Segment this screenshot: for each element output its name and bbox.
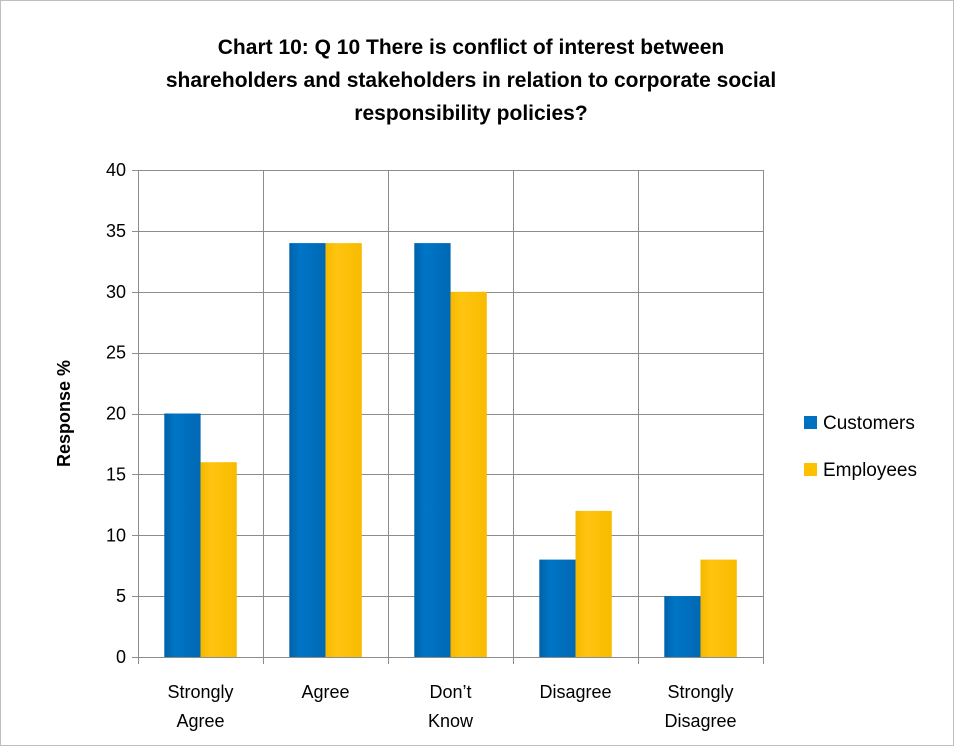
x-tick-label-don-t-know-line-1: Don’t bbox=[429, 682, 471, 702]
x-tick-label-don-t-know-line-2: Know bbox=[428, 711, 474, 731]
legend-swatch-employees bbox=[804, 463, 817, 476]
bar-customers-agree bbox=[289, 243, 326, 657]
legend-label-customers: Customers bbox=[823, 413, 915, 434]
bar-employees-strongly-agree bbox=[200, 462, 237, 657]
bar-employees-disagree bbox=[575, 510, 612, 657]
y-tick-label-5: 5 bbox=[116, 586, 126, 606]
y-tick-label-30: 30 bbox=[106, 282, 126, 302]
x-tick-label-strongly-disagree-line-2: Disagree bbox=[664, 711, 736, 731]
legend-label-employees: Employees bbox=[823, 460, 917, 481]
chart-title-line-2: shareholders and stakeholders in relatio… bbox=[165, 69, 777, 92]
bar-employees-agree bbox=[325, 243, 362, 657]
y-axis-title: Response % bbox=[54, 360, 74, 467]
legend: Customers Employees bbox=[804, 413, 917, 481]
bar-employees-strongly-disagree bbox=[700, 559, 737, 657]
legend-swatch-customers bbox=[804, 416, 817, 429]
x-tick-label-strongly-disagree-line-1: Strongly bbox=[667, 682, 733, 702]
bar-customers-strongly-agree bbox=[164, 413, 201, 657]
bar-customers-disagree bbox=[539, 559, 576, 657]
axes bbox=[132, 170, 764, 664]
x-tick-label-strongly-agree-line-1: Strongly bbox=[167, 682, 233, 702]
y-tick-label-35: 35 bbox=[106, 221, 126, 241]
y-tick-label-10: 10 bbox=[106, 525, 126, 545]
y-tick-label-25: 25 bbox=[106, 343, 126, 363]
y-tick-label-40: 40 bbox=[106, 160, 126, 180]
bar-customers-strongly-disagree bbox=[664, 596, 701, 657]
y-tick-label-15: 15 bbox=[106, 464, 126, 484]
axis-labels: 0 5 10 15 20 25 30 35 40 Strongly Agree Agree Don’t K… bbox=[54, 160, 737, 731]
bar-customers-don-t-know bbox=[414, 243, 451, 657]
bars bbox=[164, 243, 737, 658]
chart-title: Chart 10: Q 10 There is conflict of inte… bbox=[111, 31, 831, 130]
chart-title-line-1: Chart 10: Q 10 There is conflict of inte… bbox=[217, 36, 725, 59]
y-tick-label-0: 0 bbox=[116, 647, 126, 667]
bar-employees-don-t-know bbox=[450, 291, 487, 658]
y-tick-label-20: 20 bbox=[106, 404, 126, 424]
chart-title-line-3: responsibility policies? bbox=[354, 102, 588, 125]
x-tick-label-strongly-agree-line-2: Agree bbox=[176, 711, 224, 731]
x-tick-label-disagree: Disagree bbox=[539, 682, 611, 702]
x-tick-label-agree: Agree bbox=[301, 682, 349, 702]
